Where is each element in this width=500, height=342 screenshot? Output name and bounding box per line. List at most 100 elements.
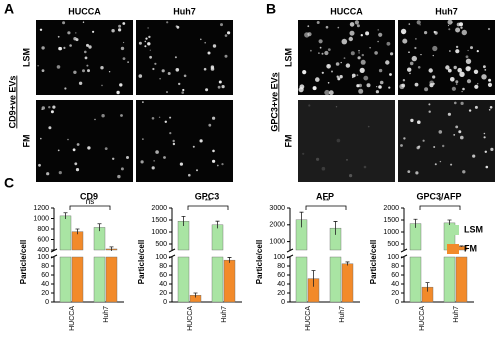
particle	[41, 108, 43, 111]
particle	[424, 87, 429, 92]
particle	[349, 22, 355, 27]
particle	[457, 67, 463, 73]
particle	[343, 57, 346, 59]
bar	[223, 259, 236, 303]
particle	[41, 46, 45, 50]
particle	[151, 166, 155, 170]
particle	[377, 29, 379, 31]
particle	[401, 83, 406, 88]
error-bar	[97, 223, 102, 232]
bar	[211, 224, 224, 251]
particle	[138, 41, 142, 45]
particle	[339, 75, 343, 79]
micrograph	[136, 20, 233, 95]
bar	[455, 256, 468, 303]
row-label: LSM	[283, 48, 293, 67]
error-bar	[345, 261, 350, 266]
particle	[40, 137, 42, 140]
y-axis-label: Particle/cell	[369, 240, 378, 284]
particle	[50, 110, 54, 114]
panel-letter: B	[266, 1, 276, 17]
particle	[67, 138, 69, 141]
particle	[432, 75, 436, 79]
particle	[447, 19, 453, 25]
particle	[140, 160, 144, 164]
y-tick-label: 1500	[151, 217, 167, 224]
particle	[212, 159, 216, 163]
particle	[316, 21, 320, 24]
particle	[350, 51, 355, 56]
particle	[451, 21, 453, 23]
column-header: HUCCA	[330, 6, 363, 16]
particle	[56, 65, 61, 69]
particle	[442, 144, 445, 148]
particle	[403, 137, 406, 140]
y-tick-label: 0	[395, 299, 399, 306]
particle	[348, 36, 353, 42]
particle	[111, 29, 115, 33]
y-tick-label: 2000	[151, 205, 167, 212]
particle	[448, 28, 451, 31]
particle	[366, 83, 371, 88]
particle	[101, 114, 105, 118]
particle	[207, 51, 211, 55]
particle	[409, 61, 414, 66]
particle	[38, 163, 41, 167]
particle	[84, 50, 87, 54]
particle	[210, 65, 215, 69]
particle	[112, 157, 115, 160]
particle	[181, 91, 184, 94]
bar	[59, 215, 72, 251]
particle	[365, 31, 370, 36]
particle	[120, 114, 123, 117]
particle	[318, 52, 320, 54]
particle	[76, 143, 80, 146]
particle	[455, 45, 459, 49]
panel-letter: C	[4, 175, 14, 191]
particle	[449, 50, 451, 52]
y-axis-label: Particle/cell	[19, 240, 28, 284]
y-tick-label: 40	[41, 281, 49, 288]
bar	[105, 256, 118, 303]
y-tick-label: 500	[155, 241, 167, 248]
particle	[468, 109, 472, 112]
significance-label: **	[205, 197, 211, 206]
y-tick-label: 100	[387, 254, 399, 261]
y-tick-label: 80	[159, 263, 167, 270]
particle	[192, 145, 195, 148]
particle	[341, 38, 348, 45]
particle	[120, 167, 124, 171]
x-tick-label: Huh7	[221, 306, 228, 323]
y-tick-label: 2000	[269, 222, 285, 229]
y-tick-label: 20	[41, 290, 49, 297]
y-tick-label: 80	[41, 263, 49, 270]
particle	[487, 82, 493, 87]
particle	[488, 78, 492, 82]
particle	[473, 69, 479, 75]
particle	[417, 66, 421, 69]
particle	[224, 54, 228, 58]
y-tick-label: 60	[391, 272, 399, 279]
particle	[118, 24, 122, 28]
error-bar	[109, 246, 114, 252]
bar	[71, 256, 84, 303]
particle	[153, 160, 155, 162]
bar	[93, 256, 106, 303]
chart-title: GPC3/AFP	[416, 191, 461, 201]
particle	[69, 44, 72, 47]
particle	[328, 90, 334, 96]
particle	[416, 20, 421, 25]
particle	[203, 67, 207, 71]
legend-label: FM	[464, 243, 477, 253]
particle	[336, 138, 341, 143]
particle	[456, 22, 461, 27]
particle	[424, 30, 428, 35]
particle	[351, 73, 356, 78]
particle	[208, 123, 212, 127]
particle	[188, 173, 191, 177]
particle	[481, 74, 487, 80]
particle	[166, 91, 168, 93]
particle	[116, 90, 120, 95]
particle	[72, 148, 76, 152]
particle	[145, 37, 148, 40]
